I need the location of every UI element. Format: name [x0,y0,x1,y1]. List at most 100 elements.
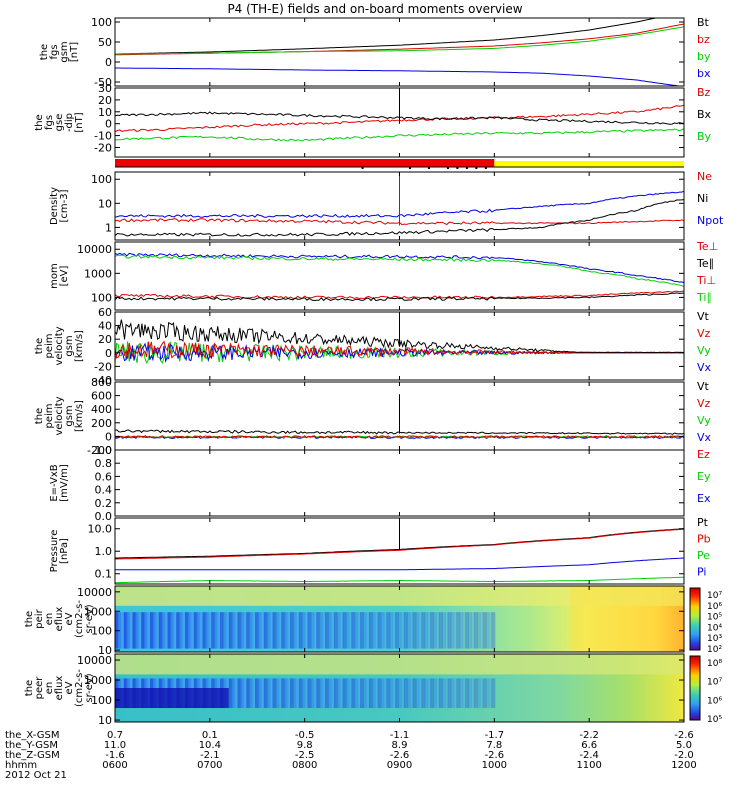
spectrogram-column [240,678,245,709]
y-tick-label: -20 [94,141,112,154]
spectrogram-column [333,678,338,709]
y-axis-label: eflux [54,607,65,632]
spectrogram-column [249,678,254,709]
spectrogram-column [430,612,435,649]
spectrogram-column [249,612,254,649]
y-tick-label: 100 [91,173,112,186]
spectrogram-column [465,612,470,649]
legend-Ey: Ey [697,470,711,483]
state-bar-red [115,159,495,167]
spectrogram-column [374,612,379,649]
y-axis-label: the [34,114,45,130]
y-axis-label: mom [49,263,60,289]
spectrogram-column [257,678,262,709]
y-axis-label: en [44,682,55,695]
spectrogram-column [266,678,271,709]
spectrogram-column [319,678,324,709]
y-tick-label: 0 [105,56,112,69]
legend-Pt: Pt [697,516,709,529]
y-tick-label: 1.0 [95,444,113,457]
spectrogram-column [217,612,222,649]
spectrogram-column [316,612,321,649]
legend-Vx: Vx [697,431,712,444]
spectrogram-column [412,678,417,709]
spectrogram-column [386,612,391,649]
spectrogram-column [155,612,160,649]
xaxis-tick-label: 7.8 [486,740,502,751]
spectrogram-column [129,612,134,649]
y-axis-label: peim [44,403,55,428]
legend-Te⊥: Te⊥ [696,240,718,253]
spectrogram-column [144,612,149,649]
y-tick-label: -20 [94,360,112,373]
xaxis-tick-label: -2.6 [390,750,410,761]
spectrogram-column [470,612,475,649]
legend-Vz: Vz [697,327,711,340]
xaxis-tick-label: -2.6 [674,730,694,741]
y-axis-label: -dip [64,113,75,132]
spectrogram-column [491,612,496,649]
spectrogram-column [383,678,388,709]
spectrogram-column [214,612,219,649]
y-tick-label: 0.4 [95,484,113,497]
spectrogram-column [220,612,224,649]
spectrogram-column [360,678,365,709]
series-by [115,26,684,55]
trace-noise [115,435,684,439]
plot-area-peir_velocity [115,394,684,440]
y-axis-label: [km/s] [74,400,85,432]
legend-Pe: Pe [697,549,710,562]
spectrogram-column [179,612,184,649]
spectrogram-column [365,612,370,649]
spectrogram-column [269,678,274,709]
spectrogram-column [228,612,233,649]
spectrogram-column [435,678,440,709]
spectrogram-column [255,612,259,649]
spectrogram-column [336,612,341,649]
spectrogram-column [351,612,356,649]
colorbar-peer_eflux [689,655,701,721]
y-tick-label: 0.0 [95,510,113,523]
spectrogram-column [342,678,347,709]
spectrogram-column [231,678,236,709]
y-axis-label: peer [34,676,45,700]
spectrogram-column [301,678,306,709]
spectrogram-column [468,612,472,649]
xaxis-tick-label: 0.1 [202,730,218,741]
spectrogram-column [208,612,213,649]
spectrogram-column [456,678,461,709]
spectrogram-column [453,612,458,649]
y-tick-label: 0 [105,118,112,131]
y-axis-label: [cm-3] [59,189,70,222]
spectrogram-column [450,678,455,709]
spectrogram-column [292,678,297,709]
state-bar-tick [484,167,487,169]
spectrogram-column [272,678,277,709]
spectrogram-column [336,678,341,709]
spectrogram-column [176,612,181,649]
spectrogram-column [409,678,414,709]
spectrogram-band-high [115,654,684,675]
xaxis-date: 2012 Oct 21 [5,770,67,781]
spectrogram-column [421,612,426,649]
spectrogram-column [345,612,350,649]
spectrogram-column [421,678,426,709]
spectrogram-column [275,612,280,649]
spectrogram-column [470,678,475,709]
spectrogram-column [491,678,496,709]
spectrogram-column [182,612,187,649]
spectrogram-column [348,678,353,709]
spectrogram-column [290,678,294,709]
spectrogram-column [473,612,478,649]
panel-density: 100 10 1 Density [cm-3] Ne Ni Npot [49,170,724,241]
spectrogram-column [406,612,411,649]
spectrogram-column [287,678,292,709]
spectrogram-column [476,678,481,709]
y-tick-label: 10000 [77,243,112,256]
y-tick-label: 0.1 [95,568,113,581]
spectrogram-column [269,612,274,649]
legend-Pi: Pi [697,566,706,579]
spectrogram-column [187,612,192,649]
y-tick-label: 10 [98,714,112,727]
